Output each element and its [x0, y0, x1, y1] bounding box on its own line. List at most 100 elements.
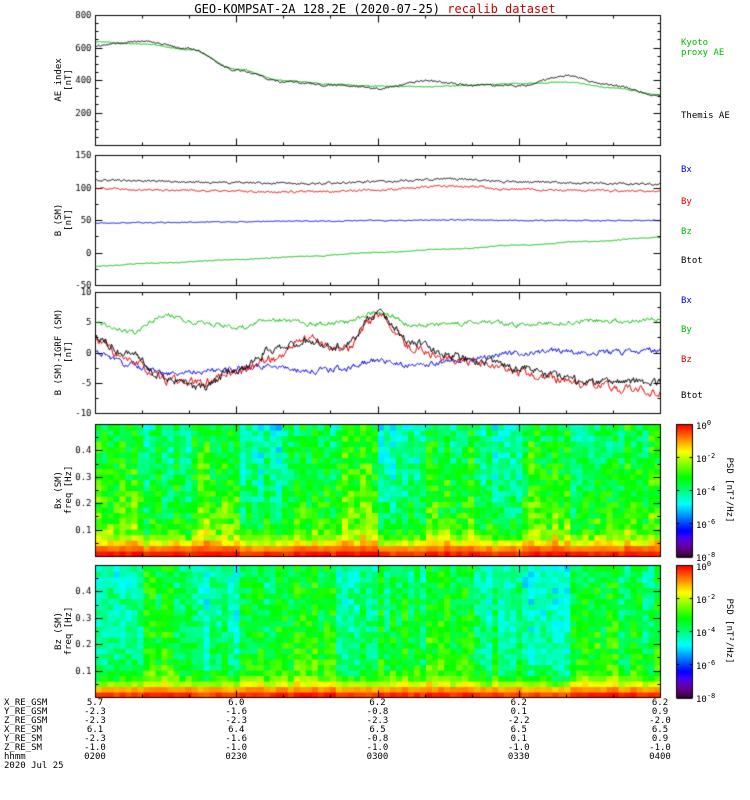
- axis-row-value: -2.3: [84, 707, 106, 717]
- axis-row-label: X_RE_SM: [4, 725, 42, 735]
- axis-row-z_re_gsm: Z_RE_GSM -2.3 -2.3 -2.3 -2.2 -2.0: [0, 717, 750, 726]
- axis-row-value: -2.3: [225, 716, 248, 726]
- axis-row-value: 6.2: [369, 698, 386, 708]
- axis-row-label: Y_RE_GSM: [4, 707, 48, 717]
- axis-row-value: 0330: [507, 752, 530, 762]
- axis-row-label: Y_RE_SM: [4, 734, 42, 744]
- axis-row-value: 6.5: [510, 725, 527, 735]
- legend-line: Bz: [681, 354, 692, 365]
- ylabel-line: Bx (SM): [54, 471, 64, 509]
- axis-row-value: 6.5: [369, 725, 386, 735]
- ylabel-spectrogram-bz: Bz (SM) freq [Hz]: [54, 607, 74, 656]
- legend-line: Bx: [681, 295, 692, 306]
- axis-row-value: 0.1: [510, 734, 527, 744]
- ylabel-spectrogram-bx: Bx (SM) freq [Hz]: [54, 466, 74, 515]
- axis-row-label: Z_RE_SM: [4, 743, 42, 753]
- ylabel-line: AE index: [54, 58, 64, 102]
- ylabel-line: [nT]: [64, 341, 74, 363]
- legend-kyoto: Kyoto proxy AE: [681, 38, 724, 58]
- axis-row-value: 6.0: [228, 698, 245, 708]
- date-label: 2020 Jul 25: [4, 761, 64, 771]
- axis-row-label: Z_RE_GSM: [4, 716, 48, 726]
- legend-by: By: [681, 197, 692, 207]
- axis-row-value: 0230: [225, 752, 248, 762]
- legend-bx: Bx: [681, 296, 692, 306]
- axis-row-x_re_sm: X_RE_SM 6.1 6.4 6.5 6.5 6.5: [0, 726, 750, 735]
- axis-row-y_re_sm: Y_RE_SM -2.3 -1.6 -0.8 0.1 0.9: [0, 735, 750, 744]
- psd-axis-title: PSD [nT²/Hz]: [724, 457, 734, 523]
- axis-row-hhmm: hhmm 0200 0230 0300 0330 0400: [0, 753, 750, 762]
- ylabel-line: B (SM): [54, 203, 64, 237]
- axis-row-value: -1.0: [84, 743, 106, 753]
- legend-line: Bz: [681, 226, 692, 237]
- legend-line: Btot: [681, 256, 703, 267]
- title-suffix: recalib dataset: [440, 2, 556, 16]
- axis-row-value: 6.2: [651, 698, 669, 708]
- axis-row-value: 6.5: [651, 725, 669, 735]
- legend-bz: Bz: [681, 355, 692, 365]
- axis-row-value: -0.8: [366, 734, 389, 744]
- colorbar-tick-label: 10-4: [696, 485, 716, 498]
- title-main: GEO-KOMPSAT-2A 128.2E (2020-07-25): [194, 2, 441, 16]
- colorbar-tick-label: 10-6: [696, 659, 716, 672]
- colorbar-tick-label: 10-2: [696, 452, 716, 465]
- axis-row-value: -1.0: [225, 743, 248, 753]
- axis-row-value: 5.7: [86, 698, 104, 708]
- ylabel-line: B (SM)-IGRF (SM): [54, 308, 64, 396]
- axis-row-value: -2.0: [649, 716, 671, 726]
- ylabel-line: [nT]: [64, 209, 74, 231]
- ylabel-line: [nT]: [64, 69, 74, 91]
- axis-row-x_re_gsm: X_RE_GSM 5.7 6.0 6.2 6.2 6.2: [0, 699, 750, 708]
- legend-btot: Btot: [681, 256, 703, 266]
- legend-themis-ae: Themis AE: [681, 111, 730, 121]
- legend-line: proxy AE: [681, 48, 725, 59]
- axis-row-value: -1.0: [649, 743, 671, 753]
- ylabel-line: freq [Hz]: [64, 606, 74, 656]
- colorbar-tick-label: 100: [696, 560, 712, 573]
- axis-row-value: -1.0: [366, 743, 389, 753]
- axis-row-value: 0200: [84, 752, 106, 762]
- legend-line: By: [681, 196, 692, 207]
- axis-row-value: 0400: [649, 752, 671, 762]
- axis-row-value: -1.6: [225, 734, 248, 744]
- legend-line: Themis AE: [681, 111, 730, 122]
- axis-row-value: 6.1: [86, 725, 104, 735]
- legend-line: Btot: [681, 391, 703, 402]
- axis-row-value: -0.8: [366, 707, 389, 717]
- legend-btot: Btot: [681, 391, 703, 401]
- colorbar-tick-label: 10-6: [696, 518, 716, 531]
- legend-line: By: [681, 324, 692, 335]
- axis-row-value: -1.0: [507, 743, 530, 753]
- legend-bz: Bz: [681, 227, 692, 237]
- axis-row-value: -1.6: [225, 707, 248, 717]
- axis-row-value: -2.2: [507, 716, 530, 726]
- colorbar-tick-label: 10-2: [696, 593, 716, 606]
- ylabel-line: freq [Hz]: [64, 465, 74, 515]
- axis-row-value: 0300: [366, 752, 389, 762]
- axis-row-z_re_sm: Z_RE_SM -1.0 -1.0 -1.0 -1.0 -1.0: [0, 744, 750, 753]
- axis-row-y_re_gsm: Y_RE_GSM -2.3 -1.6 -0.8 0.1 0.9: [0, 708, 750, 717]
- colorbar-tick-label: 10-8: [696, 551, 716, 564]
- legend-line: Kyoto: [681, 38, 709, 49]
- axis-row-value: -2.3: [366, 716, 389, 726]
- legend-by: By: [681, 325, 692, 335]
- ylabel-line: Bz (SM): [54, 612, 64, 650]
- figure-title: GEO-KOMPSAT-2A 128.2E (2020-07-25) recal…: [0, 2, 750, 16]
- axis-row-value: -2.3: [84, 734, 106, 744]
- ylabel-b-minus-igrf: B (SM)-IGRF (SM) [nT]: [54, 309, 74, 396]
- legend-bx: Bx: [681, 165, 692, 175]
- axis-row-label: X_RE_GSM: [4, 698, 48, 708]
- axis-row-value: 0.1: [510, 707, 527, 717]
- axis-row-value: 0.9: [651, 734, 669, 744]
- axis-row-value: 6.4: [228, 725, 245, 735]
- axis-row-value: 6.2: [510, 698, 527, 708]
- colorbar-tick-label: 10-8: [696, 692, 716, 705]
- ylabel-b-sm: B (SM) [nT]: [54, 204, 74, 237]
- colorbar-tick-label: 10-4: [696, 626, 716, 639]
- axis-row-value: -2.3: [84, 716, 106, 726]
- axis-row-label: hhmm: [4, 752, 26, 762]
- psd-axis-title: PSD [nT²/Hz]: [724, 598, 734, 664]
- ylabel-ae-index: AE index [nT]: [54, 58, 74, 101]
- legend-line: Bx: [681, 165, 692, 176]
